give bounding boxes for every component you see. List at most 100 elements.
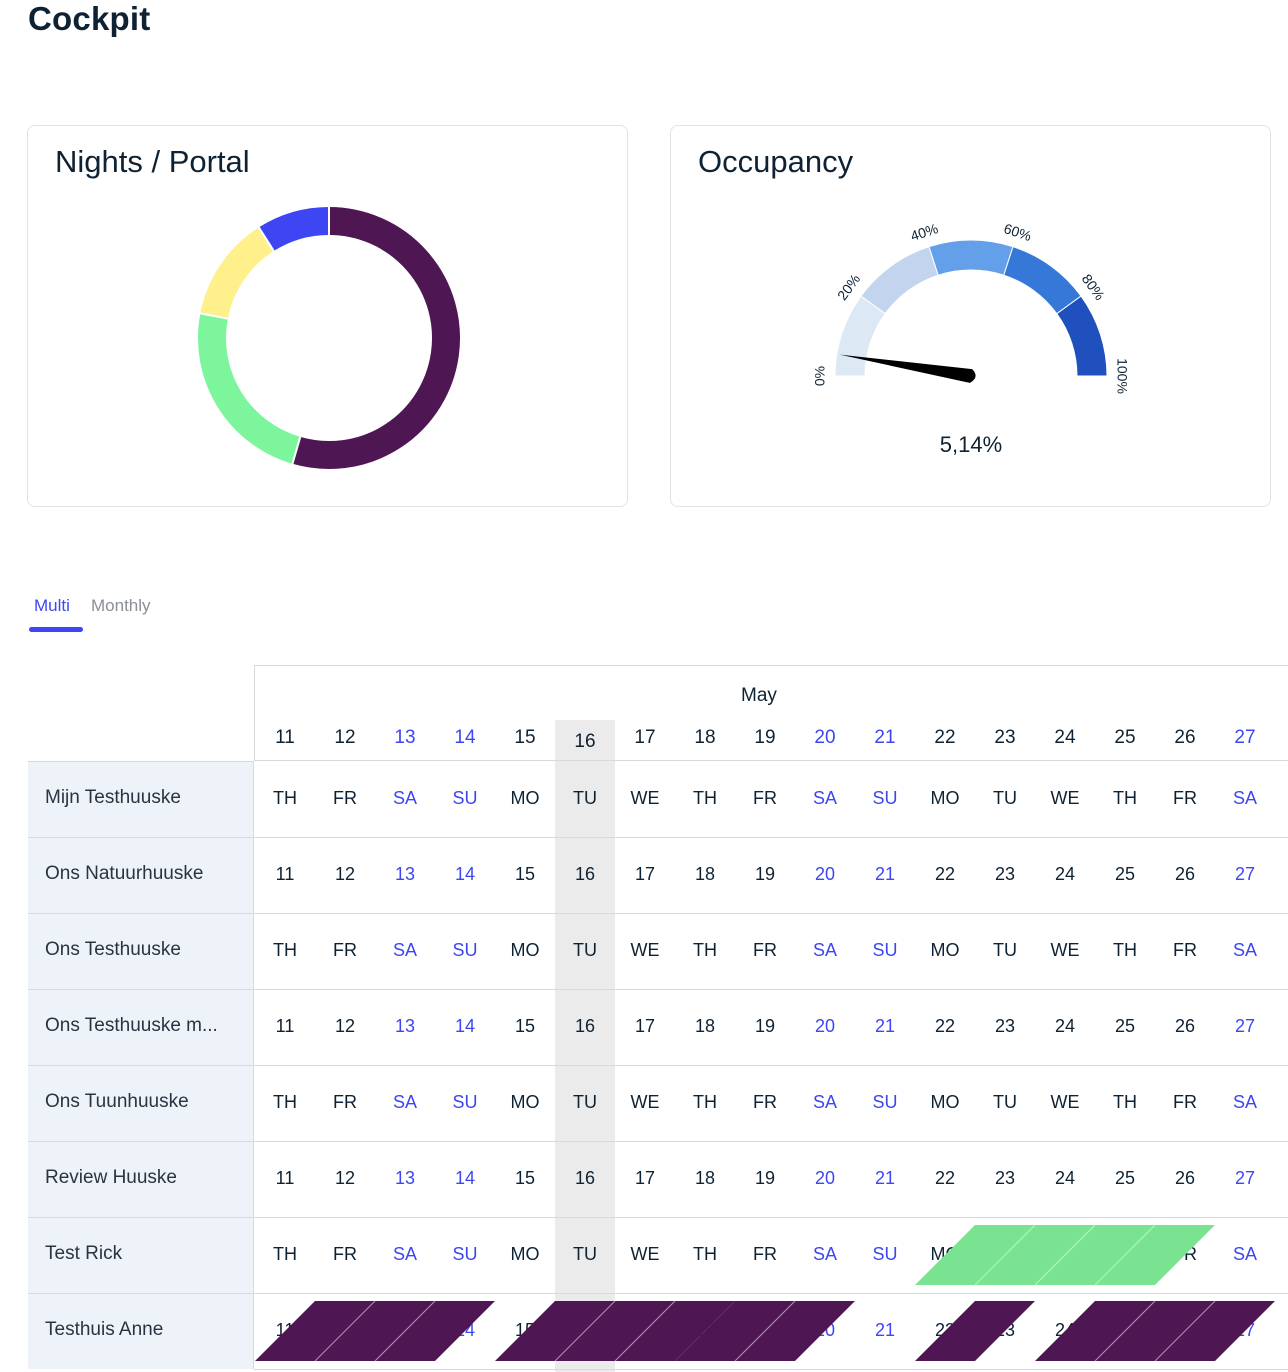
property-row-label[interactable]: Ons Tuunhuuske (28, 1065, 254, 1141)
calendar-day-cell[interactable]: FR (333, 788, 357, 808)
calendar-day-cell[interactable]: FR (1173, 940, 1197, 960)
calendar-day-cell[interactable]: 14 (454, 1016, 476, 1036)
calendar-day-cell[interactable]: SA (812, 1244, 837, 1264)
calendar-day-cell[interactable]: TH (273, 1092, 297, 1112)
calendar-day-cell[interactable]: TH (1113, 1092, 1137, 1112)
calendar-day-cell[interactable]: WE (630, 1092, 660, 1112)
calendar-day-cell[interactable]: WE (630, 1244, 660, 1264)
calendar-day-cell[interactable]: TH (693, 1092, 717, 1112)
calendar-day-cell[interactable]: SU (872, 940, 898, 960)
calendar-day-cell[interactable]: 12 (334, 864, 356, 884)
calendar-day-cell[interactable]: 26 (1174, 1016, 1196, 1036)
calendar-day-cell[interactable]: FR (1173, 788, 1197, 808)
calendar-day-cell[interactable]: TU (573, 1244, 597, 1264)
calendar-day-cell[interactable]: TU (573, 788, 597, 808)
calendar-day-cell[interactable]: 18 (694, 1168, 716, 1188)
calendar-day-cell[interactable]: 27 (1234, 1016, 1256, 1036)
calendar-day-cell[interactable]: FR (753, 788, 777, 808)
calendar-day-cell[interactable]: FR (753, 940, 777, 960)
calendar-day-cell[interactable]: SU (872, 788, 898, 808)
calendar-day-cell[interactable]: 11 (275, 864, 295, 884)
calendar-day-cell[interactable]: 27 (1234, 1168, 1256, 1188)
calendar-day-cell[interactable]: SA (392, 1092, 417, 1112)
calendar-day-cell[interactable]: SU (452, 788, 478, 808)
calendar-day-cell[interactable]: SA (1232, 788, 1257, 808)
calendar-day-cell[interactable]: WE (1050, 940, 1080, 960)
calendar-day-cell[interactable]: FR (753, 1244, 777, 1264)
calendar-day-cell[interactable]: FR (333, 1244, 357, 1264)
calendar-day-cell[interactable]: MO (930, 940, 960, 960)
calendar-day-cell[interactable]: MO (510, 1244, 540, 1264)
donut-slice-2[interactable] (200, 227, 275, 320)
calendar-day-cell[interactable]: 21 (874, 1320, 896, 1340)
calendar-day-cell[interactable]: TH (693, 1244, 717, 1264)
calendar-day-cell[interactable]: MO (510, 788, 540, 808)
tab-multi[interactable]: Multi (34, 596, 70, 615)
calendar-day-cell[interactable]: 19 (754, 1168, 776, 1188)
calendar-day-cell[interactable]: 23 (994, 864, 1016, 884)
calendar-day-cell[interactable]: TH (693, 940, 717, 960)
calendar-day-cell[interactable]: SU (452, 1244, 478, 1264)
calendar-day-cell[interactable]: SU (872, 1092, 898, 1112)
calendar-day-cell[interactable]: SA (392, 1244, 417, 1264)
calendar-day-cell[interactable]: 20 (814, 1016, 836, 1036)
calendar-day-cell[interactable]: 25 (1114, 864, 1136, 884)
calendar-day-cell[interactable]: SA (1232, 940, 1257, 960)
calendar-day-cell[interactable]: 21 (874, 864, 896, 884)
calendar-day-cell[interactable]: 23 (994, 1168, 1016, 1188)
calendar-day-cell[interactable]: MO (510, 940, 540, 960)
booking-bar[interactable] (495, 1300, 735, 1362)
property-row-label[interactable]: Review Huuske (28, 1141, 254, 1217)
property-row-label[interactable]: Ons Testhuuske (28, 913, 254, 989)
calendar-day-cell[interactable]: SA (812, 940, 837, 960)
calendar-day-cell[interactable]: 25 (1114, 1168, 1136, 1188)
calendar-day-cell[interactable]: 22 (934, 1168, 956, 1188)
donut-slice-0[interactable] (292, 207, 460, 469)
calendar-day-cell[interactable]: TH (273, 1244, 297, 1264)
booking-bar[interactable] (915, 1224, 1215, 1286)
calendar-day-cell[interactable]: 18 (694, 1016, 716, 1036)
calendar-day-cell[interactable]: SU (872, 1244, 898, 1264)
calendar-day-cell[interactable]: TU (993, 940, 1017, 960)
calendar-day-cell[interactable]: SU (452, 940, 478, 960)
calendar-day-cell[interactable]: TH (273, 788, 297, 808)
donut-slice-3[interactable] (258, 207, 330, 252)
booking-bar[interactable] (1035, 1300, 1275, 1362)
calendar-day-cell[interactable]: 17 (634, 1016, 656, 1036)
calendar-day-cell[interactable]: 15 (514, 1168, 536, 1188)
calendar-day-cell[interactable]: MO (510, 1092, 540, 1112)
property-row-label[interactable]: Ons Natuurhuuske (28, 837, 254, 913)
calendar-day-cell[interactable]: 15 (514, 1016, 536, 1036)
calendar-day-cell[interactable]: SA (812, 1092, 837, 1112)
calendar-day-cell[interactable]: 23 (994, 1016, 1016, 1036)
calendar-day-cell[interactable]: 22 (934, 864, 956, 884)
booking-bar[interactable] (255, 1300, 495, 1362)
calendar-day-cell[interactable]: WE (630, 788, 660, 808)
calendar-day-cell[interactable]: 20 (814, 1168, 836, 1188)
calendar-day-cell[interactable]: 12 (334, 1016, 356, 1036)
calendar-day-cell[interactable]: 16 (574, 864, 596, 884)
calendar-day-cell[interactable]: 15 (514, 864, 536, 884)
calendar-day-cell[interactable]: TU (993, 1092, 1017, 1112)
calendar-day-cell[interactable]: 21 (874, 1168, 896, 1188)
calendar-day-cell[interactable]: 24 (1054, 1168, 1076, 1188)
booking-bar[interactable] (915, 1301, 1035, 1361)
calendar-day-cell[interactable]: WE (1050, 788, 1080, 808)
booking-bar[interactable] (675, 1300, 855, 1362)
calendar-day-cell[interactable]: 19 (754, 864, 776, 884)
calendar-day-cell[interactable]: 26 (1174, 864, 1196, 884)
calendar-day-cell[interactable]: SA (392, 788, 417, 808)
calendar-day-cell[interactable]: 24 (1054, 864, 1076, 884)
calendar-day-cell[interactable]: 11 (275, 1168, 295, 1188)
calendar-day-cell[interactable]: 13 (394, 1168, 416, 1188)
calendar-day-cell[interactable]: 19 (754, 1016, 776, 1036)
calendar-day-cell[interactable]: 13 (394, 1016, 416, 1036)
calendar-day-cell[interactable]: 24 (1054, 1016, 1076, 1036)
calendar-day-cell[interactable]: 26 (1174, 1168, 1196, 1188)
calendar-day-cell[interactable]: WE (630, 940, 660, 960)
calendar-day-cell[interactable]: 22 (934, 1016, 956, 1036)
tab-monthly[interactable]: Monthly (91, 596, 151, 615)
calendar-day-cell[interactable]: TH (1113, 940, 1137, 960)
calendar-day-cell[interactable]: FR (333, 1092, 357, 1112)
calendar-day-cell[interactable]: 18 (694, 864, 716, 884)
